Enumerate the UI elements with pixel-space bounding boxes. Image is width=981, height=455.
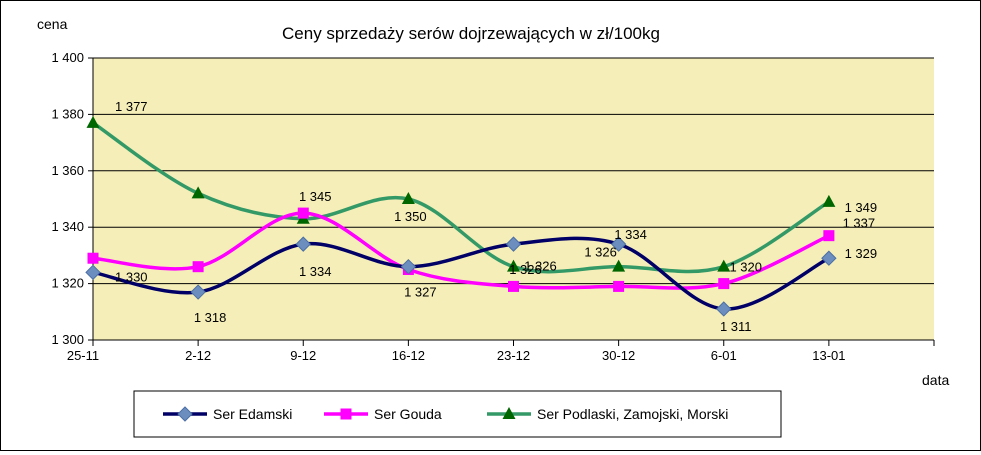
data-label: 1 311 [720,319,752,334]
data-label: 1 349 [845,200,878,215]
x-tick-label: 30-12 [602,348,635,363]
y-tick-label: 1 320 [51,276,84,291]
square-marker [340,408,352,420]
data-label: 1 326 [584,245,617,260]
triangle-marker [717,259,731,272]
data-label: 1 330 [115,269,148,284]
data-label: 1 327 [404,285,437,300]
diamond-marker [821,250,837,266]
data-label: 1 329 [845,246,878,261]
plot-area [93,58,934,340]
legend: Ser Edamski Ser Gouda Ser Podlaski, Zamojs… [163,406,728,422]
data-label: 1 337 [843,216,876,231]
x-axis-label: data [922,372,949,388]
series-podlaski [86,115,836,274]
data-label: 1 334 [299,264,332,279]
data-label: 1 326 [524,259,557,274]
square-marker [613,280,625,292]
legend-item: Ser Gouda [324,406,442,422]
x-tick-label: 23-12 [497,348,530,363]
triangle-marker [502,407,516,419]
chart-title: Ceny sprzedaży serów dojrzewających w zł… [282,24,660,43]
y-tick-label: 1 300 [51,332,84,347]
diamond-marker [400,258,417,275]
series-edamski [85,236,837,317]
legend-item: Ser Edamski [163,406,292,422]
data-labels: 1 330 1 318 1 334 1 327 1 326 1 334 1 311 1 329… [115,99,877,334]
x-tick-label: 6-01 [711,348,737,363]
data-label: 1 350 [394,209,427,224]
series-line [92,211,830,290]
x-tick-label: 13-01 [812,348,845,363]
diamond-marker [295,236,311,252]
data-label: 1 326 [509,262,542,277]
triangle-marker [191,186,205,199]
series-layer [85,115,837,317]
data-label: 1 334 [614,227,647,242]
square-marker [823,230,835,242]
diamond-marker [610,236,627,252]
triangle-marker [401,192,415,204]
axes: 1 300 1 320 1 340 1 360 1 380 1 400 25-11 2-12 9… [51,50,935,363]
legend-label: Ser Podlaski, Zamojski, Morski [537,406,728,422]
data-label: 1 320 [729,260,762,275]
x-tick-label: 2-12 [185,348,211,363]
legend-label: Ser Edamski [213,406,292,422]
diamond-marker [177,406,193,422]
triangle-marker [507,259,520,272]
x-tick-label: 9-12 [290,348,316,363]
legend-item: Ser Podlaski, Zamojski, Morski [487,406,728,422]
series-line [92,121,830,274]
square-marker [297,207,309,219]
diamond-marker [190,284,206,300]
y-tick-label: 1 380 [51,106,84,121]
triangle-marker [612,259,626,272]
y-tick-label: 1 340 [51,219,84,234]
diamond-marker [505,236,522,252]
square-marker [508,280,519,292]
y-tick-label: 1 360 [51,163,84,178]
legend-label: Ser Gouda [374,406,442,422]
triangle-marker [822,194,836,207]
square-marker [87,252,99,264]
square-marker [718,278,730,290]
data-label: 1 377 [115,99,148,114]
x-tick-label: 25-11 [67,348,99,363]
triangle-marker [86,115,100,128]
x-tick-label: 16-12 [392,348,425,363]
diamond-marker [85,264,101,281]
square-marker [192,261,204,273]
y-tick-label: 1 400 [51,50,84,65]
data-label: 1 345 [299,189,332,204]
data-label: 1 318 [194,310,227,325]
diamond-marker [716,301,732,317]
legend-box [133,390,782,438]
y-axis-label: cena [37,16,68,32]
